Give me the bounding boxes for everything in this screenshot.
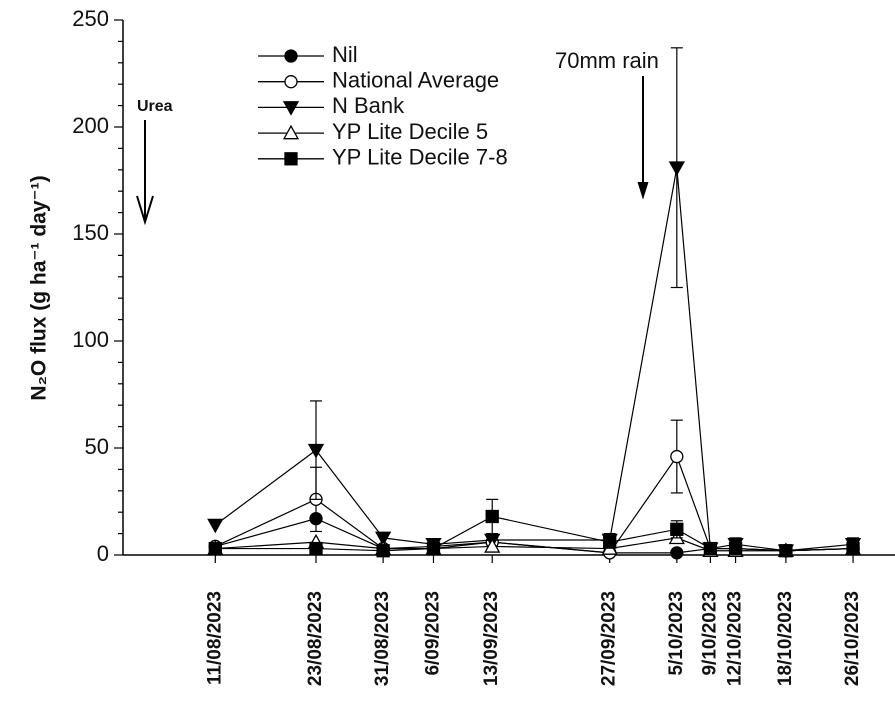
x-tick-label: 13/09/2023 bbox=[481, 591, 502, 686]
data-point bbox=[426, 541, 441, 556]
annotation: Urea bbox=[137, 98, 173, 115]
data-point bbox=[375, 531, 392, 547]
x-tick-label: 9/10/2023 bbox=[699, 591, 720, 676]
x-tick-label: 6/09/2023 bbox=[422, 591, 443, 676]
y-tick-label: 0 bbox=[97, 541, 109, 566]
y-tick-label: 100 bbox=[72, 327, 109, 352]
legend-label: YP Lite Decile 5 bbox=[332, 119, 488, 144]
data-point bbox=[603, 535, 617, 549]
data-line bbox=[215, 455, 854, 554]
legend-entry: Nil bbox=[258, 42, 358, 67]
data-point bbox=[670, 522, 684, 536]
series bbox=[207, 47, 862, 560]
legend-marker bbox=[284, 49, 298, 63]
data-point bbox=[376, 544, 390, 558]
y-axis-label: N₂O flux (g ha⁻¹ day⁻¹) bbox=[28, 175, 51, 400]
legend-entry: National Average bbox=[258, 68, 499, 93]
x-tick-label: 31/08/2023 bbox=[372, 591, 393, 686]
legend-marker bbox=[284, 152, 298, 166]
annotation-arrow bbox=[136, 120, 154, 226]
annotation: 70mm rain bbox=[555, 48, 659, 73]
data-point bbox=[668, 161, 685, 176]
data-point bbox=[484, 538, 501, 553]
legend-marker bbox=[282, 124, 300, 140]
x-tick-label: 26/10/2023 bbox=[842, 591, 863, 686]
legend-label: National Average bbox=[332, 68, 499, 93]
series bbox=[207, 529, 862, 557]
legend-entry: N Bank bbox=[258, 93, 405, 118]
data-point bbox=[208, 541, 222, 556]
x-tick-label: 5/10/2023 bbox=[666, 591, 687, 676]
data-point bbox=[846, 541, 860, 556]
data-point bbox=[207, 518, 224, 534]
y-tick-label: 150 bbox=[72, 220, 109, 245]
y-tick-label: 250 bbox=[72, 6, 109, 31]
x-tick-label: 11/08/2023 bbox=[204, 591, 225, 685]
data-point bbox=[670, 449, 684, 464]
legend-label: N Bank bbox=[332, 93, 405, 118]
data-point bbox=[779, 544, 793, 558]
x-tick-label: 23/08/2023 bbox=[305, 591, 326, 686]
y-tick-label: 200 bbox=[72, 113, 109, 138]
legend-marker bbox=[282, 101, 300, 116]
data-point bbox=[703, 541, 718, 556]
data-point bbox=[670, 546, 684, 560]
legend-entry: YP Lite Decile 5 bbox=[258, 119, 488, 144]
data-point bbox=[485, 509, 499, 524]
x-tick-label: 18/10/2023 bbox=[775, 591, 796, 686]
x-tick-label: 12/10/2023 bbox=[725, 591, 746, 686]
legend-entry: YP Lite Decile 7-8 bbox=[258, 145, 508, 170]
series bbox=[208, 419, 860, 560]
data-line bbox=[214, 167, 854, 552]
legend-marker bbox=[284, 75, 298, 89]
data-point bbox=[309, 541, 323, 556]
x-tick-label: 27/09/2023 bbox=[599, 591, 620, 686]
annotation-arrow bbox=[637, 76, 649, 200]
y-tick-label: 50 bbox=[85, 434, 109, 459]
series bbox=[208, 498, 860, 558]
series bbox=[208, 511, 860, 560]
data-point bbox=[307, 443, 325, 459]
legend-label: YP Lite Decile 7-8 bbox=[332, 145, 508, 170]
legend-label: Nil bbox=[332, 42, 358, 67]
data-point bbox=[728, 541, 743, 556]
